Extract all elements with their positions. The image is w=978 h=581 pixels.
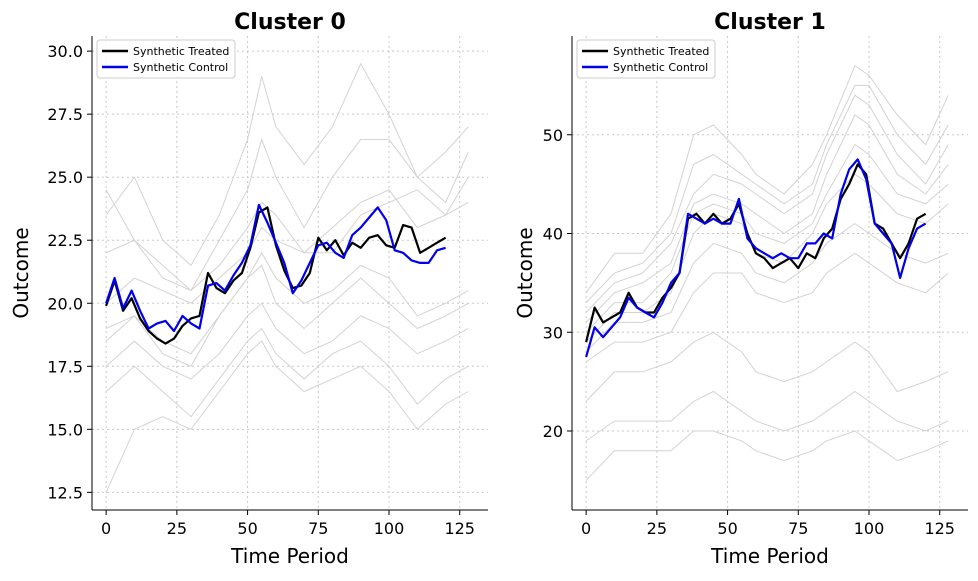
background-series-line — [585, 84, 949, 303]
legend: Synthetic Treated Synthetic Control — [96, 39, 236, 79]
background-series-line — [585, 64, 949, 294]
background-series-line — [585, 430, 949, 481]
legend: Synthetic Treated Synthetic Control — [576, 39, 716, 79]
x-axis-label: Time Period — [230, 544, 349, 568]
background-series-line — [105, 264, 469, 367]
y-tick-label: 17.5 — [47, 357, 83, 376]
y-tick-label: 20.0 — [47, 294, 83, 313]
background-series-line — [585, 252, 949, 363]
background-series-line — [105, 302, 469, 380]
background-series-line — [105, 340, 469, 493]
legend-box — [96, 39, 236, 79]
y-tick-label: 40 — [543, 225, 563, 244]
x-tick-label: 100 — [854, 519, 885, 538]
background-series-line — [105, 137, 469, 292]
y-tick-label: 27.5 — [47, 105, 83, 124]
x-tick-label: 25 — [167, 519, 187, 538]
y-tick-label: 30 — [543, 323, 563, 342]
x-tick-label: 75 — [308, 519, 328, 538]
y-axis-label: Outcome — [513, 227, 537, 318]
series-line-1 — [585, 158, 927, 358]
background-series-line — [105, 327, 469, 418]
y-axis-label: Outcome — [9, 227, 33, 318]
background-series-line — [585, 94, 949, 313]
legend-label-0: Synthetic Treated — [133, 45, 229, 58]
background-series-line — [585, 114, 949, 323]
background-series-line — [105, 176, 469, 292]
y-tick-label: 20 — [543, 422, 563, 441]
y-tick-label: 50 — [543, 126, 563, 145]
x-tick-label: 50 — [237, 519, 257, 538]
chart-panel-1: 0 25 50 75 100 125 20 30 40 50 Cluster 1 Time Perio… — [513, 10, 968, 568]
y-tick-label: 12.5 — [47, 483, 83, 502]
chart-panel-0: 0 25 50 75 100 125 12.5 15.0 17.5 20.0 22.5 25.0 27.… — [9, 10, 488, 568]
background-series-line — [585, 222, 949, 353]
chart-title: Cluster 1 — [714, 10, 826, 35]
background-series-line — [585, 173, 949, 343]
legend-label-1: Synthetic Control — [133, 61, 228, 74]
background-series-line — [585, 331, 949, 402]
legend-label-1: Synthetic Control — [613, 61, 708, 74]
series-line-1 — [105, 203, 446, 333]
y-tick-label: 30.0 — [47, 42, 83, 61]
x-tick-label: 100 — [374, 519, 405, 538]
legend-label-0: Synthetic Treated — [613, 45, 709, 58]
y-tick-label: 15.0 — [47, 420, 83, 439]
background-series-line — [585, 390, 949, 442]
x-axis-label: Time Period — [710, 544, 829, 568]
x-tick-label: 0 — [101, 519, 111, 538]
background-series-line — [585, 143, 949, 333]
legend-box — [576, 39, 716, 79]
x-tick-label: 125 — [444, 519, 475, 538]
background-series-line — [105, 62, 469, 267]
x-tick-label: 125 — [924, 519, 955, 538]
x-tick-label: 50 — [717, 519, 737, 538]
background-series-line — [105, 189, 469, 304]
x-tick-label: 25 — [647, 519, 667, 538]
x-tick-label: 75 — [788, 519, 808, 538]
y-tick-label: 25.0 — [47, 168, 83, 187]
background-series-line — [105, 251, 469, 355]
chart-title: Cluster 0 — [234, 10, 346, 35]
y-tick-label: 22.5 — [47, 231, 83, 250]
x-tick-label: 0 — [581, 519, 591, 538]
